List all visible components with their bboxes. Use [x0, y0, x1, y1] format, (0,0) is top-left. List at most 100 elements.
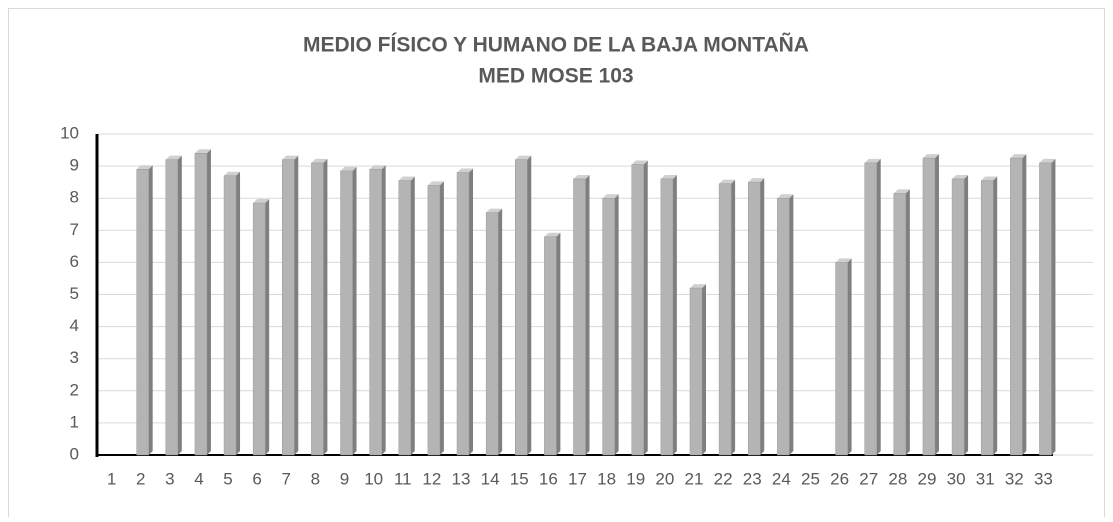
bar-side	[643, 160, 648, 455]
bar-top	[311, 158, 328, 163]
bar	[456, 168, 474, 456]
bar-top	[136, 165, 153, 170]
x-tick-label: 21	[685, 469, 704, 488]
bar-front	[427, 185, 441, 456]
bar-side	[789, 194, 794, 455]
bar	[282, 155, 299, 456]
bar-front	[835, 262, 848, 456]
bar	[485, 208, 503, 456]
bar-side	[760, 178, 765, 455]
x-tick-label: 33	[1034, 469, 1053, 488]
bar-side	[469, 168, 474, 455]
y-tick-label: 3	[70, 348, 79, 367]
bar-top	[486, 208, 503, 213]
bar-top	[573, 174, 590, 179]
x-tick-label: 28	[888, 469, 907, 488]
bar-side	[934, 154, 939, 455]
bar-top	[369, 165, 386, 170]
bar-top	[515, 155, 532, 160]
bar-front	[282, 159, 295, 456]
bar-top	[165, 155, 182, 160]
bar-side	[731, 179, 736, 455]
y-tick-label: 6	[70, 252, 79, 271]
bar-top	[398, 176, 415, 181]
x-tick-label: 22	[714, 469, 733, 488]
bar	[573, 174, 590, 456]
bar-side	[498, 208, 503, 455]
bar	[369, 165, 386, 456]
bar-front	[747, 181, 761, 456]
x-tick-label: 27	[859, 469, 878, 488]
bar-side	[905, 189, 910, 455]
bar-front	[922, 157, 936, 456]
bar	[951, 174, 969, 456]
bar-front	[1039, 162, 1052, 456]
bar-front	[252, 202, 266, 456]
bar	[893, 189, 910, 456]
bar-side	[236, 171, 241, 456]
bar	[864, 158, 881, 456]
bar-side	[439, 181, 444, 456]
bar-front	[340, 170, 353, 456]
bar-front	[573, 178, 586, 456]
bar	[398, 176, 415, 456]
bar-side	[876, 158, 881, 455]
bar-top	[952, 174, 969, 179]
x-tick-label: 17	[568, 469, 587, 488]
bar-front	[631, 164, 644, 456]
bar-front	[515, 159, 528, 456]
bar-side	[993, 176, 998, 456]
bar	[427, 181, 444, 456]
x-tick-label: 26	[830, 469, 849, 488]
x-tick-label: 20	[655, 469, 674, 488]
x-tick-label: 23	[743, 469, 762, 488]
bar-side	[177, 155, 182, 455]
bar-front	[689, 287, 703, 456]
bar	[1039, 158, 1056, 456]
bar-top	[660, 174, 677, 179]
x-tick-label: 2	[136, 469, 145, 488]
chart-subtitle: MED MOSE 103	[478, 65, 633, 88]
bar	[631, 160, 648, 456]
bar	[922, 154, 939, 456]
y-tick-label: 0	[70, 444, 79, 463]
bar-side	[1022, 154, 1027, 455]
chart-title: MEDIO FÍSICO Y HUMANO DE LA BAJA MONTAÑA	[303, 34, 809, 57]
bar	[1010, 154, 1027, 456]
bar-top	[922, 154, 939, 159]
bar-top	[689, 284, 706, 289]
bar-front	[718, 183, 732, 456]
bar-front	[136, 169, 149, 456]
bar-side	[585, 174, 590, 455]
x-tick-label: 5	[223, 469, 232, 488]
bar	[835, 258, 852, 456]
y-tick-label: 7	[70, 220, 79, 239]
bar	[194, 149, 211, 456]
x-tick-label: 18	[597, 469, 616, 488]
bar-side	[410, 176, 415, 456]
bar	[223, 171, 241, 456]
bar-front	[485, 212, 499, 456]
x-tick-label: 14	[481, 469, 500, 488]
bar	[660, 174, 677, 456]
bar-front	[165, 159, 179, 456]
bar	[747, 178, 765, 456]
bar-side	[148, 165, 153, 455]
y-tick-label: 5	[70, 284, 79, 303]
bar	[252, 199, 270, 456]
bar-front	[311, 162, 324, 456]
bar-front	[864, 162, 877, 456]
y-tick-label: 2	[70, 380, 79, 399]
x-tick-label: 8	[311, 469, 320, 488]
bar-top	[1039, 158, 1056, 163]
bar	[544, 232, 561, 456]
bar-top	[544, 232, 561, 237]
bar-side	[206, 149, 211, 455]
bar	[311, 158, 328, 456]
y-tick-label: 9	[70, 156, 79, 175]
bar	[136, 165, 153, 456]
bar-front	[951, 178, 965, 456]
bar-side	[1051, 158, 1056, 455]
x-tick-label: 4	[194, 469, 203, 488]
x-tick-label: 16	[539, 469, 558, 488]
